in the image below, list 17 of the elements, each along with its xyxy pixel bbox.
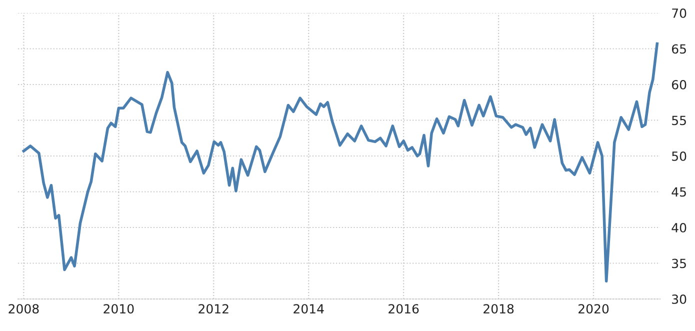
line-series <box>22 42 659 283</box>
y-tick-label: 40 <box>672 222 686 232</box>
y-tick-label: 30 <box>672 294 686 304</box>
x-tick-label: 2018 <box>484 304 514 314</box>
x-tick-label: 2014 <box>294 304 324 314</box>
x-tick-label: 2010 <box>104 304 134 314</box>
y-tick-label: 45 <box>672 187 686 197</box>
x-tick-label: 2012 <box>198 304 228 314</box>
y-tick-label: 50 <box>672 151 686 161</box>
x-tick-label: 2020 <box>578 304 609 314</box>
y-tick-label: 70 <box>672 8 686 18</box>
y-tick-label: 35 <box>672 258 686 268</box>
y-tick-label: 65 <box>672 44 686 54</box>
y-tick-label: 55 <box>672 116 686 126</box>
x-tick-label: 2008 <box>8 304 39 314</box>
x-tick-label: 2016 <box>388 304 419 314</box>
y-tick-label: 60 <box>672 80 686 90</box>
